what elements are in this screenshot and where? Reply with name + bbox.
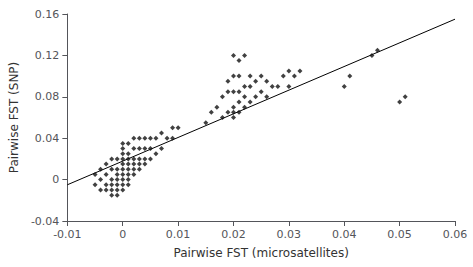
svg-text:0.04: 0.04: [332, 228, 357, 241]
svg-text:0.08: 0.08: [35, 90, 60, 103]
svg-text:0.03: 0.03: [277, 228, 302, 241]
svg-text:0.04: 0.04: [35, 132, 60, 145]
svg-text:-0.04: -0.04: [31, 215, 59, 228]
svg-text:0: 0: [119, 228, 126, 241]
svg-text:Pairwise FST (SNP): Pairwise FST (SNP): [7, 62, 21, 174]
svg-text:0.06: 0.06: [443, 228, 468, 241]
svg-text:0.05: 0.05: [387, 228, 412, 241]
svg-text:0.01: 0.01: [166, 228, 191, 241]
svg-text:0.02: 0.02: [221, 228, 246, 241]
svg-text:0.12: 0.12: [35, 49, 60, 62]
svg-text:Pairwise FST (microsatellites): Pairwise FST (microsatellites): [173, 246, 348, 260]
svg-text:-0.01: -0.01: [53, 228, 81, 241]
svg-text:0.16: 0.16: [35, 8, 60, 21]
svg-text:0: 0: [52, 173, 59, 186]
